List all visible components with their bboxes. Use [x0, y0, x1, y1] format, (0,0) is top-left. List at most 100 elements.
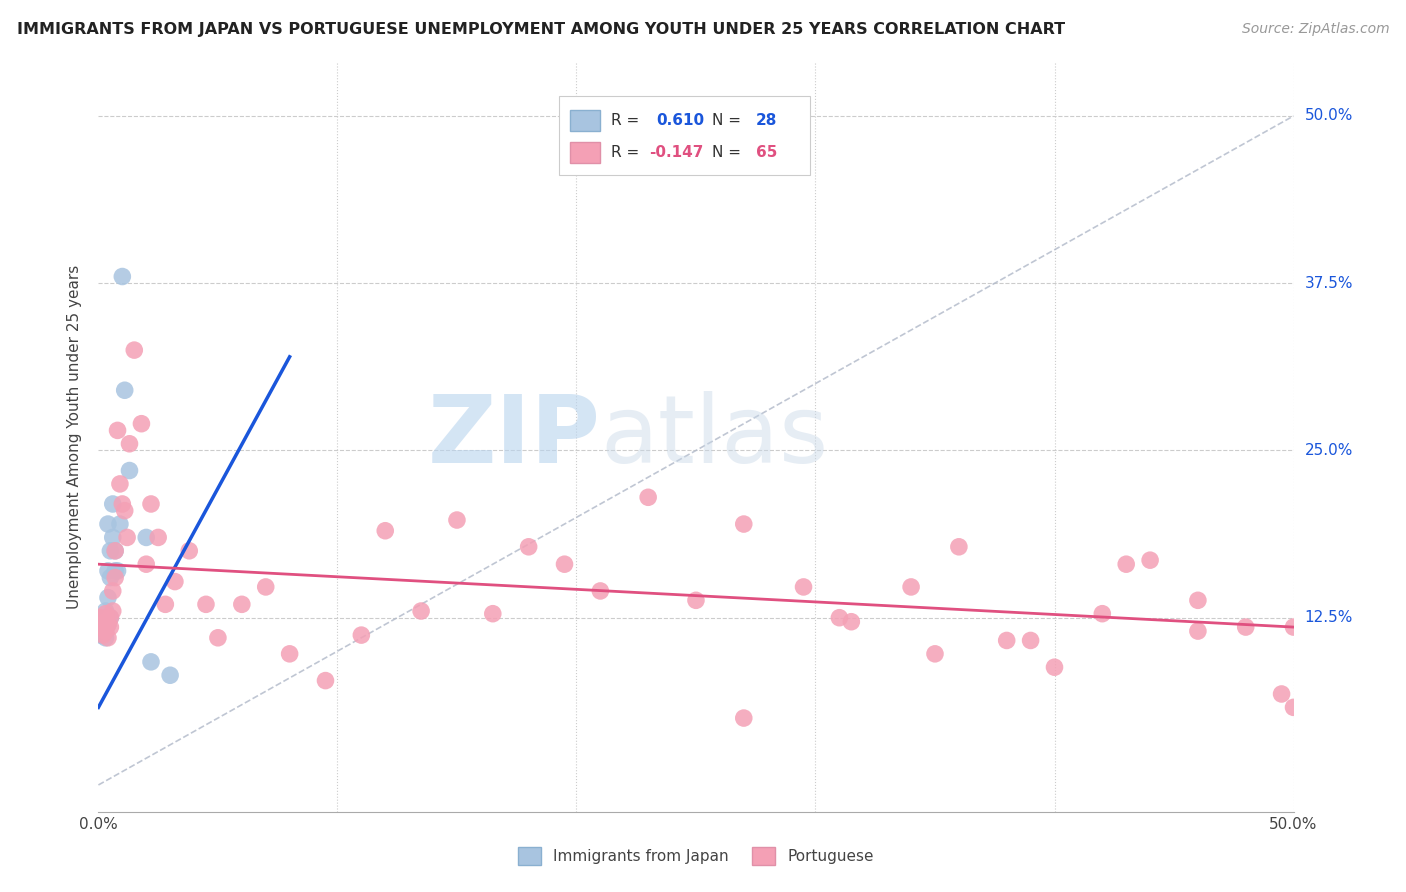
Point [1187, 624, 1209, 639]
Point [1271, 687, 1294, 701]
Point [108, 476, 131, 491]
Point [104, 571, 127, 585]
Point [114, 503, 136, 517]
Point [350, 628, 373, 642]
Point [97, 517, 120, 532]
Text: 65: 65 [756, 145, 778, 160]
Text: IMMIGRANTS FROM JAPAN VS PORTUGUESE UNEMPLOYMENT AMONG YOUTH UNDER 25 YEARS CORR: IMMIGRANTS FROM JAPAN VS PORTUGUESE UNEM… [17, 22, 1064, 37]
Text: 28: 28 [756, 112, 778, 128]
Point [1187, 593, 1209, 607]
Point [155, 598, 177, 612]
Point [315, 673, 337, 688]
Point [1043, 660, 1066, 674]
Point [924, 647, 946, 661]
Point [98, 544, 122, 558]
Point [90, 611, 112, 625]
Point [101, 497, 124, 511]
Bar [571, 110, 600, 130]
Point [1282, 700, 1305, 714]
Point [254, 580, 277, 594]
Point [107, 564, 129, 578]
Point [97, 617, 120, 632]
Point [637, 491, 659, 505]
Point [94, 615, 117, 629]
Point [98, 611, 122, 625]
Point [91, 628, 114, 642]
Text: 0.610: 0.610 [657, 112, 704, 128]
Point [733, 517, 755, 532]
Point [104, 544, 127, 558]
Point [97, 631, 120, 645]
Point [90, 620, 112, 634]
Text: R =: R = [612, 112, 644, 128]
Point [195, 598, 218, 612]
Point [91, 624, 114, 639]
Text: ZIP: ZIP [427, 391, 600, 483]
Point [94, 624, 117, 639]
Point [115, 530, 138, 544]
Text: -0.147: -0.147 [650, 145, 704, 160]
Point [135, 530, 157, 544]
Point [554, 557, 576, 572]
Point [94, 631, 117, 645]
Point [94, 604, 117, 618]
Text: 12.5%: 12.5% [1305, 610, 1353, 625]
Point [94, 615, 117, 629]
Bar [571, 142, 600, 163]
Point [446, 513, 468, 527]
Point [139, 497, 162, 511]
Point [231, 598, 253, 612]
Point [411, 604, 433, 618]
Point [1282, 620, 1305, 634]
Text: atlas: atlas [600, 391, 828, 483]
Point [159, 668, 181, 682]
Point [91, 611, 114, 625]
Point [793, 580, 815, 594]
Point [1234, 620, 1257, 634]
Point [589, 584, 612, 599]
Point [97, 591, 120, 605]
Point [374, 524, 396, 538]
Text: N =: N = [711, 112, 745, 128]
Point [91, 617, 114, 632]
Point [114, 384, 136, 398]
Text: 37.5%: 37.5% [1305, 276, 1353, 291]
Point [179, 544, 201, 558]
Point [733, 711, 755, 725]
Point [101, 530, 124, 544]
Point [118, 464, 141, 478]
Point [124, 343, 146, 358]
Point [111, 269, 134, 284]
Point [91, 617, 114, 632]
Point [118, 437, 141, 451]
Point [900, 580, 922, 594]
Point [90, 620, 112, 634]
Point [107, 424, 129, 438]
Text: R =: R = [612, 145, 644, 160]
Point [1091, 607, 1114, 621]
Text: 25.0%: 25.0% [1305, 443, 1353, 458]
Point [148, 530, 170, 544]
Point [163, 574, 186, 589]
Point [1139, 553, 1161, 567]
Point [828, 611, 851, 625]
Point [841, 615, 863, 629]
Point [131, 417, 153, 431]
Point [104, 544, 127, 558]
Point [108, 517, 131, 532]
Point [111, 497, 134, 511]
Point [517, 540, 540, 554]
Point [1019, 633, 1042, 648]
Point [481, 607, 505, 621]
Point [948, 540, 970, 554]
Point [139, 655, 162, 669]
Point [1115, 557, 1137, 572]
Point [104, 564, 127, 578]
Text: Source: ZipAtlas.com: Source: ZipAtlas.com [1241, 22, 1389, 37]
Point [101, 604, 124, 618]
Point [97, 564, 120, 578]
Point [98, 611, 122, 625]
Point [278, 647, 301, 661]
Point [98, 571, 122, 585]
FancyBboxPatch shape [558, 96, 810, 175]
